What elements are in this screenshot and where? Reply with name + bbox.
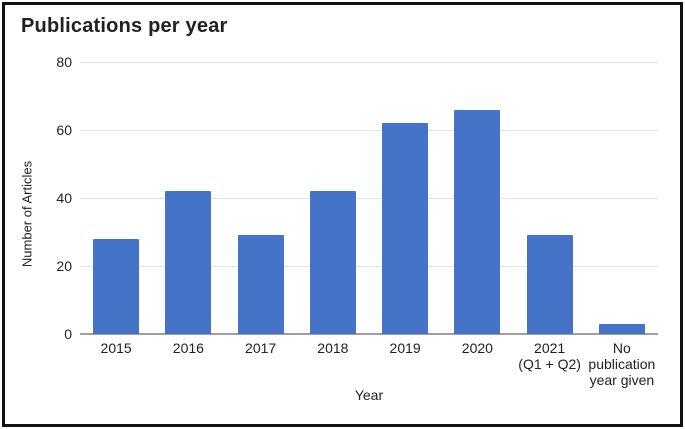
bars-container bbox=[80, 62, 658, 334]
gridline-80 bbox=[80, 61, 658, 63]
bar-2019 bbox=[382, 123, 429, 334]
x-label-no-publication-year-given: No publication year given bbox=[588, 340, 656, 388]
bar-column-2018 bbox=[297, 62, 369, 334]
bar-2016 bbox=[165, 191, 212, 334]
gridline-40 bbox=[80, 197, 658, 199]
plot-area bbox=[80, 61, 658, 335]
bar-column-no-publication-year-given bbox=[586, 62, 658, 334]
x-label-2018: 2018 bbox=[317, 340, 349, 356]
y-tick-40: 40 bbox=[56, 190, 72, 206]
x-label-2019: 2019 bbox=[389, 340, 421, 356]
bar-column-2021-q1-q2 bbox=[514, 62, 586, 334]
x-label-2020: 2020 bbox=[461, 340, 493, 356]
bar-column-2016 bbox=[152, 62, 224, 334]
y-tick-0: 0 bbox=[64, 326, 72, 342]
x-label-2015: 2015 bbox=[100, 340, 132, 356]
x-label-2016: 2016 bbox=[172, 340, 204, 356]
bar-2015 bbox=[93, 238, 140, 334]
y-tick-60: 60 bbox=[56, 122, 72, 138]
x-label-2017: 2017 bbox=[245, 340, 277, 356]
y-tick-20: 20 bbox=[56, 258, 72, 274]
bar-2018 bbox=[309, 191, 356, 334]
bar-column-2015 bbox=[80, 62, 152, 334]
x-label-2021-q1-q2: 2021 (Q1 + Q2) bbox=[518, 340, 581, 372]
bar-2017 bbox=[237, 235, 284, 334]
bar-no-publication-year-given bbox=[598, 323, 645, 334]
bar-column-2017 bbox=[225, 62, 297, 334]
y-axis-ticks: 0 20 40 60 80 bbox=[0, 54, 72, 342]
x-axis-labels: 2015 2016 2017 2018 2019 2020 2021 (Q1 + Q2) No p… bbox=[80, 340, 658, 388]
gridline-60 bbox=[80, 129, 658, 131]
bar-column-2019 bbox=[369, 62, 441, 334]
bar-column-2020 bbox=[441, 62, 513, 334]
bar-2021-q1-q2 bbox=[526, 235, 573, 334]
x-axis-line bbox=[80, 333, 658, 335]
y-tick-80: 80 bbox=[56, 54, 72, 70]
bar-2020 bbox=[454, 109, 501, 334]
chart-title: Publications per year bbox=[21, 15, 228, 37]
x-axis-title: Year bbox=[354, 387, 384, 403]
gridline-20 bbox=[80, 265, 658, 267]
